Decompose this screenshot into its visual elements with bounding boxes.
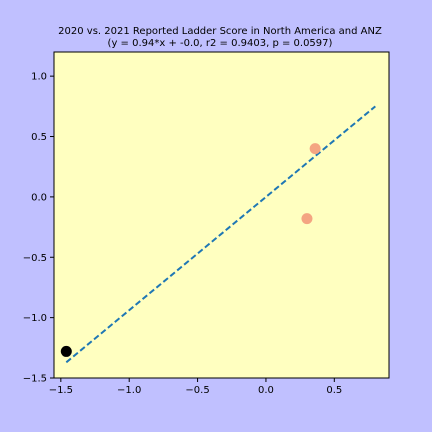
x-tick-label: −1.5 <box>49 385 73 396</box>
scatter-point <box>309 143 321 155</box>
y-tick-label: 0.0 <box>31 192 47 203</box>
y-tick-label: −0.5 <box>23 253 47 264</box>
chart-subtitle: (y = 0.94*x + -0.0, r2 = 0.9403, p = 0.0… <box>108 38 333 49</box>
y-tick-label: 1.0 <box>31 72 47 83</box>
scatter-point <box>301 213 313 225</box>
axis-ticks: −1.5 −1.0 −0.5 0.0 0.5 −1.5 −1.0 −0.5 0.0 0.5 1.0 <box>23 72 343 396</box>
x-tick-label: 0.0 <box>258 385 274 396</box>
plot-frame <box>53 51 390 379</box>
chart-title: 2020 vs. 2021 Reported Ladder Score in N… <box>58 26 382 37</box>
x-tick-label: 0.5 <box>326 385 342 396</box>
chart-marks <box>60 105 376 364</box>
y-tick-label: 0.5 <box>31 132 47 143</box>
x-tick-label: −1.0 <box>117 385 141 396</box>
plot-area <box>54 52 389 378</box>
scatter-point <box>60 345 72 357</box>
y-tick-label: −1.0 <box>23 313 47 324</box>
x-tick-label: −0.5 <box>185 385 209 396</box>
regression-line <box>65 105 376 364</box>
y-tick-label: −1.5 <box>23 374 47 385</box>
